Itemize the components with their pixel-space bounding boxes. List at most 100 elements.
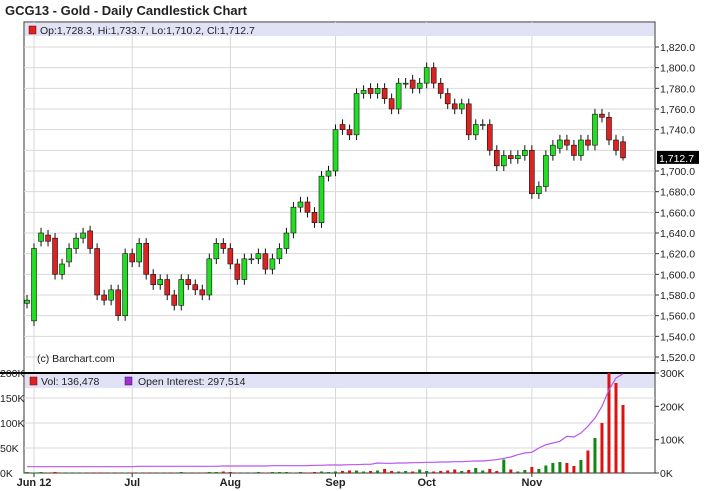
- volume-bar: [165, 472, 169, 473]
- price-legend: Op:1,728.3, Hi:1,733.7, Lo:1,710.2, Cl:1…: [40, 25, 255, 37]
- candle-up: [59, 263, 65, 275]
- price-tick-label: 1,660.0: [660, 207, 695, 219]
- volume-bar: [516, 471, 520, 473]
- candle-down: [87, 230, 93, 249]
- oi-tick-label: 300K: [660, 368, 685, 380]
- volume-bar: [298, 472, 302, 473]
- volume-bar: [25, 472, 29, 473]
- candle-up: [122, 253, 128, 316]
- candle-up: [557, 139, 563, 149]
- volume-bar: [284, 472, 288, 473]
- x-tick-label: Jul: [124, 477, 140, 489]
- volume-bar: [305, 472, 309, 473]
- price-tick-label: 1,680.0: [660, 187, 695, 199]
- volume-bar: [397, 471, 401, 473]
- candle-down: [234, 263, 241, 280]
- candle-down: [346, 129, 353, 136]
- volume-bar: [572, 466, 576, 473]
- volume-bar: [404, 471, 408, 473]
- oi-legend: Open Interest: 297,514: [138, 376, 246, 388]
- candle-up: [332, 129, 339, 172]
- candle-up: [522, 150, 528, 156]
- volume-tick-label: 50K: [0, 443, 19, 455]
- volume-bar: [369, 471, 373, 473]
- volume-bar: [593, 438, 597, 473]
- price-legend-swatch: [28, 25, 37, 35]
- candle-up: [276, 248, 283, 260]
- volume-bar: [481, 470, 485, 473]
- volume-bar: [46, 472, 50, 473]
- candle-up: [500, 155, 507, 167]
- candle-up: [248, 258, 255, 261]
- volume-bar: [418, 469, 422, 473]
- volume-bar: [95, 472, 99, 473]
- candle-up: [360, 90, 367, 94]
- volume-bar: [453, 469, 457, 473]
- candle-up: [543, 155, 549, 187]
- candle-up: [402, 82, 409, 85]
- oi-tick-label: 200K: [660, 401, 685, 413]
- volume-bar: [263, 472, 267, 473]
- volume-bar: [291, 472, 295, 473]
- last-price-label: 1,712.7: [659, 153, 694, 165]
- volume-bar: [53, 472, 57, 473]
- volume-bar: [523, 470, 527, 473]
- volume-bar: [144, 472, 148, 473]
- candle-down: [599, 113, 605, 118]
- volume-bar: [256, 472, 260, 473]
- candle-down: [444, 93, 451, 105]
- candle-up: [255, 253, 262, 260]
- price-legend-band: [25, 23, 654, 36]
- candle-down: [339, 124, 346, 130]
- volume-bar: [319, 471, 323, 473]
- volume-bar: [586, 450, 590, 473]
- volume-bar: [537, 469, 541, 473]
- volume-bar: [439, 471, 443, 473]
- volume-bar: [355, 470, 359, 473]
- x-tick-label: Nov: [521, 477, 543, 489]
- price-tick-label: 1,820.0: [660, 42, 695, 54]
- watermark: (c) Barchart.com: [37, 353, 115, 365]
- candle-down: [199, 289, 206, 296]
- candle-down: [409, 79, 416, 89]
- volume-tick-label: 0K: [0, 468, 13, 480]
- volume-bar: [207, 472, 211, 473]
- candle-down: [164, 279, 171, 296]
- candle-down: [613, 139, 619, 151]
- volume-bar: [488, 469, 492, 473]
- price-tick-label: 1,740.0: [660, 125, 695, 137]
- volume-bar: [242, 472, 246, 473]
- candle-down: [262, 253, 269, 270]
- candle-down: [101, 294, 107, 301]
- volume-bar: [81, 472, 85, 473]
- candle-up: [24, 299, 30, 304]
- volume-bar: [565, 463, 569, 473]
- candle-down: [451, 103, 458, 110]
- oi-tick-label: 100K: [660, 435, 685, 447]
- candle-up: [241, 258, 248, 280]
- candle-up: [318, 175, 325, 223]
- volume-bar: [130, 472, 134, 473]
- volume-bar: [432, 471, 436, 473]
- volume-bar: [383, 469, 387, 473]
- candle-down: [571, 144, 577, 156]
- x-tick-label: Sep: [325, 477, 345, 489]
- candle-down: [585, 139, 591, 146]
- candle-up: [550, 144, 556, 156]
- volume-bar: [137, 472, 141, 473]
- volume-bar: [607, 373, 611, 473]
- price-tick-label: 1,700.0: [660, 166, 695, 178]
- candle-up: [283, 232, 290, 249]
- candle-up: [178, 279, 185, 306]
- price-tick-label: 1,540.0: [660, 331, 695, 343]
- candle-down: [115, 289, 121, 316]
- candle-up: [290, 206, 297, 234]
- volume-bar: [151, 472, 155, 473]
- candle-down: [564, 139, 570, 146]
- oi-tick-label: 0K: [660, 468, 673, 480]
- volume-bar: [102, 472, 106, 473]
- price-tick-label: 1,600.0: [660, 269, 695, 281]
- volume-bar: [411, 471, 415, 473]
- candle-down: [430, 67, 437, 84]
